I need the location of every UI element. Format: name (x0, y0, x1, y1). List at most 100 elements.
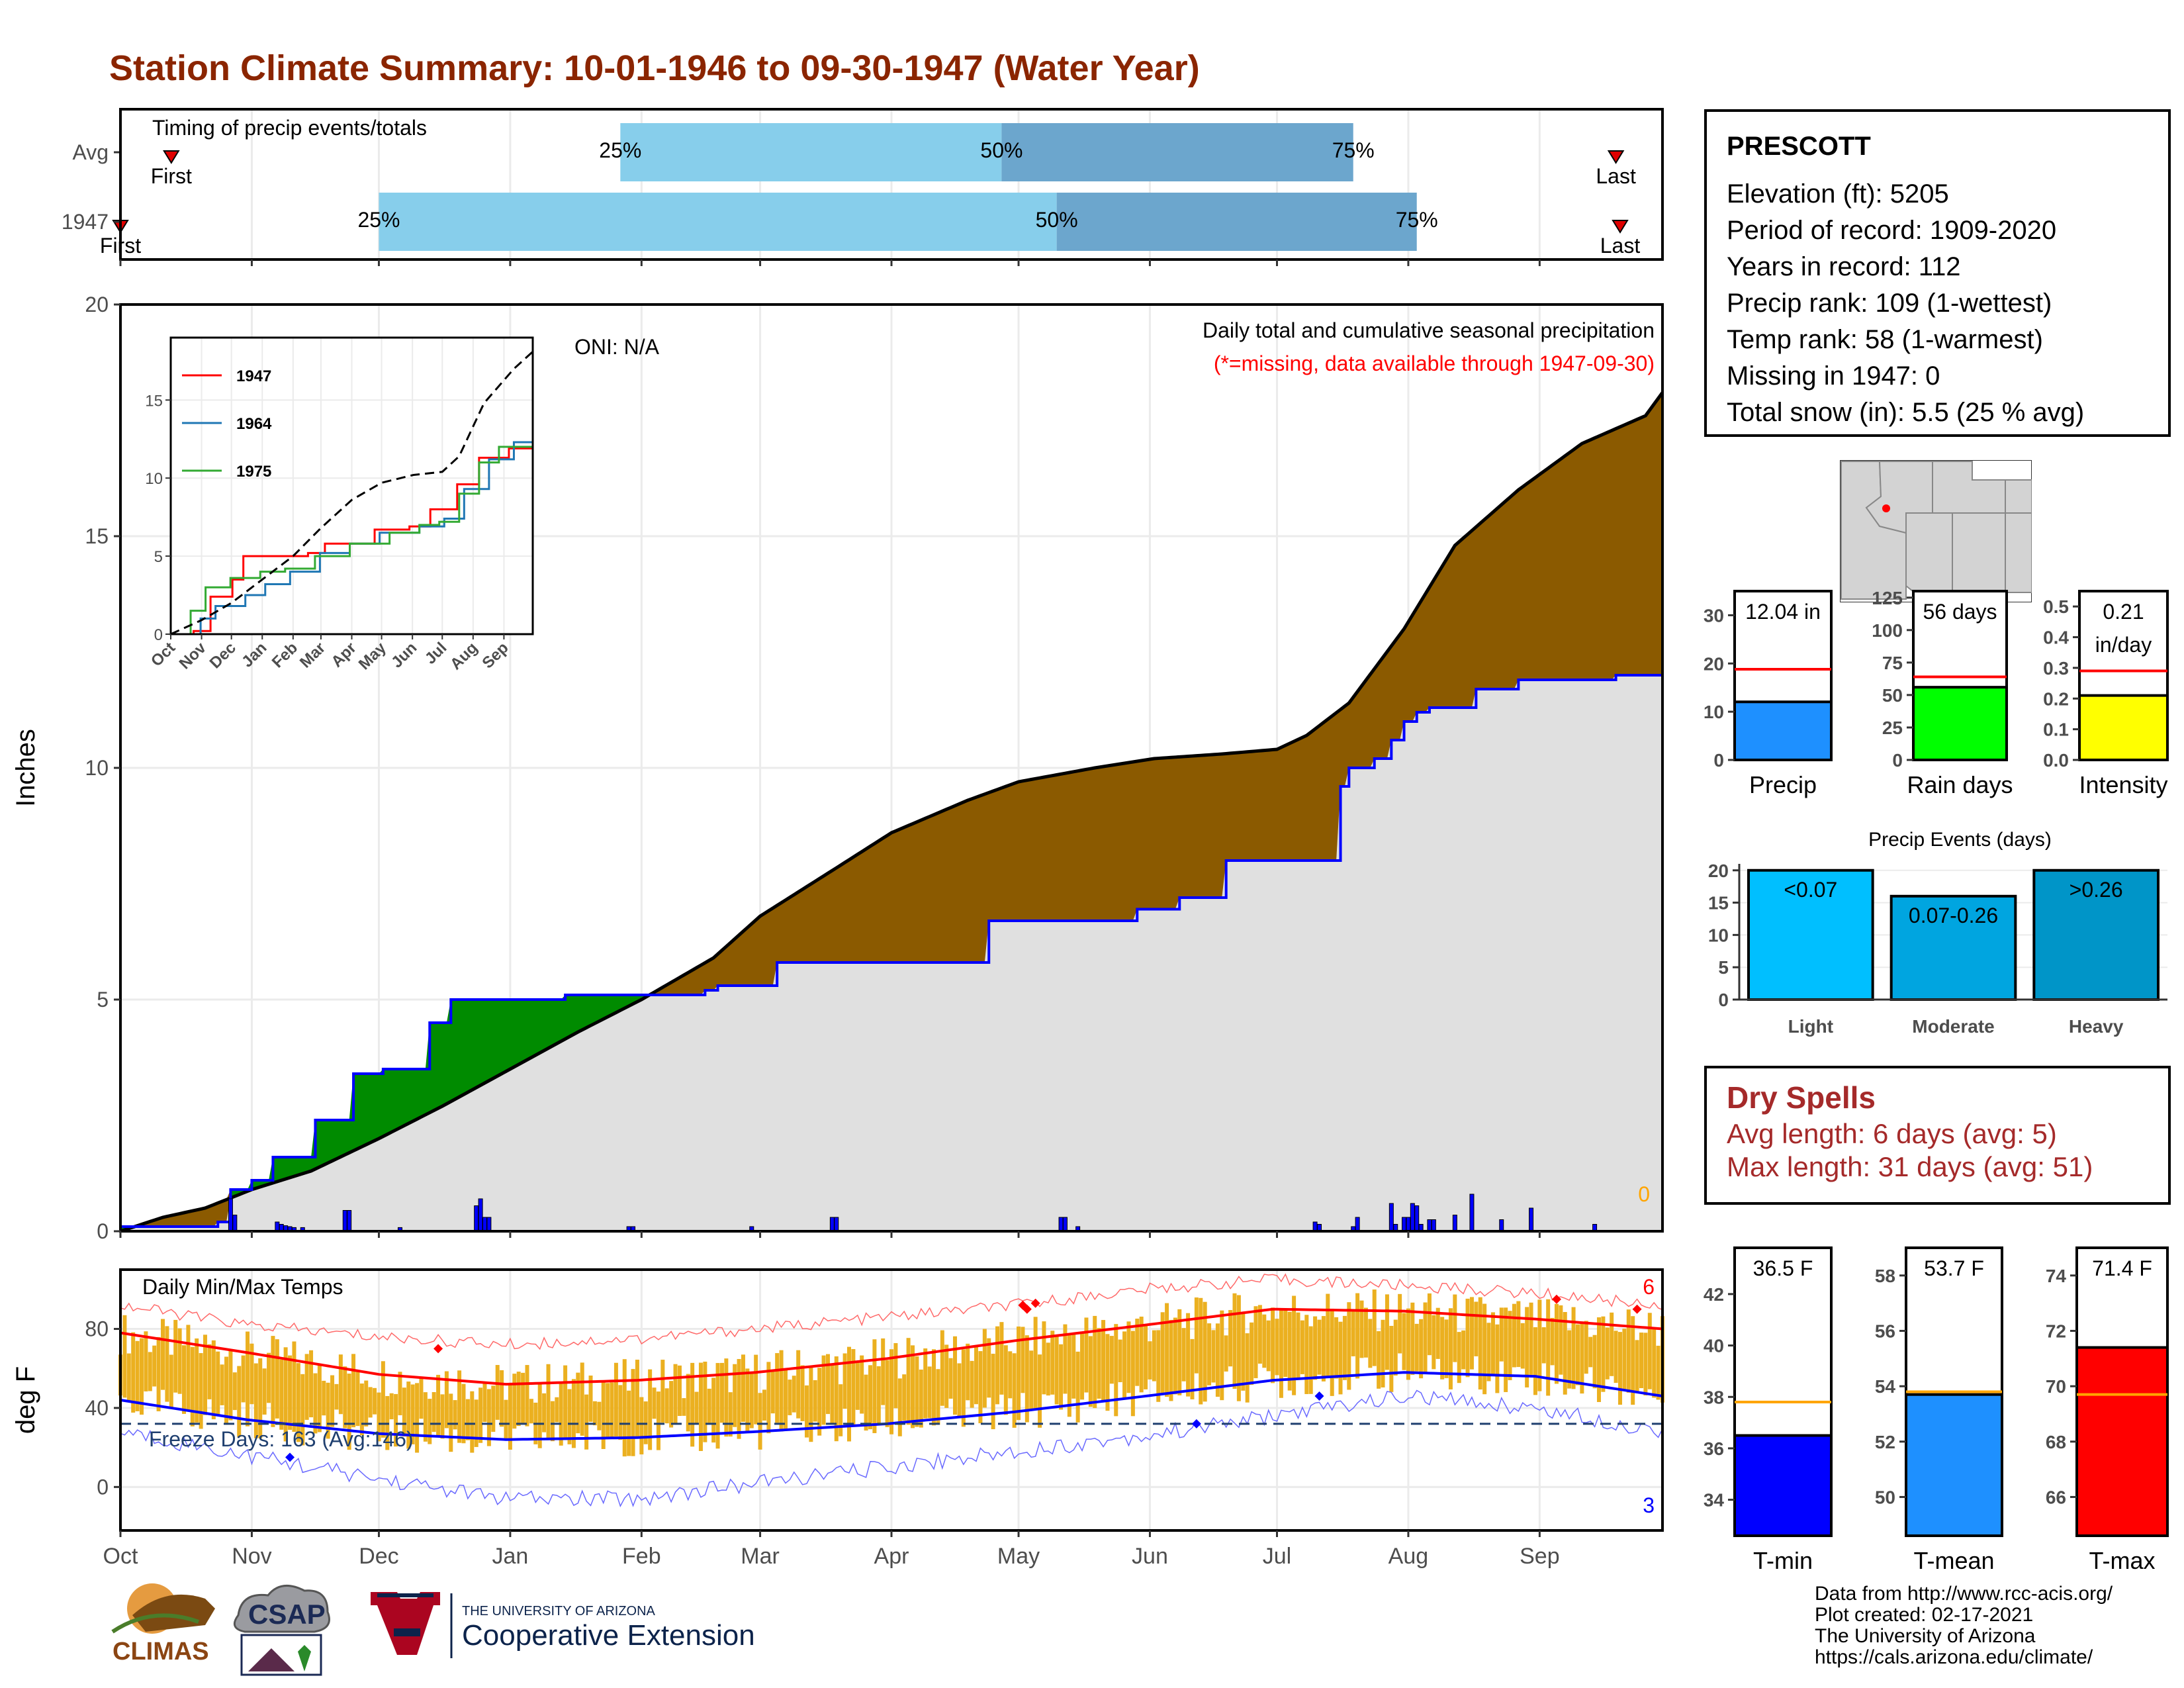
daily-temp-bar (224, 1356, 229, 1425)
record-low-marker (285, 1452, 295, 1462)
climas-swoosh-shape (111, 1613, 200, 1634)
stat-bar (2075, 1346, 2169, 1537)
daily-temp-bar (1169, 1319, 1173, 1401)
month-label: Jun (1132, 1544, 1168, 1569)
daily-temp-bar (792, 1376, 796, 1413)
record-high-marker (1022, 1304, 1032, 1314)
daily-temp-bar (161, 1319, 165, 1390)
daily-precip-bar (1431, 1219, 1436, 1232)
daily-temp-bar (347, 1374, 351, 1450)
credit-line: https://cals.arizona.edu/climate/ (1815, 1646, 2093, 1668)
daily-temp-bar (1300, 1320, 1304, 1374)
daily-temp-bar (1080, 1333, 1085, 1400)
daily-temp-bar (398, 1372, 402, 1415)
daily-temp-bar (190, 1346, 195, 1427)
daily-temp-bar (1656, 1345, 1661, 1400)
daily-temp-bar (1186, 1313, 1191, 1397)
daily-temp-bar (253, 1363, 258, 1438)
daily-temp-bar (1024, 1335, 1029, 1423)
csap-cactus-shape (298, 1645, 311, 1671)
daily-temp-bar (588, 1375, 593, 1422)
events-category-label: Heavy (2069, 1016, 2124, 1037)
record-high-marker (1030, 1298, 1040, 1308)
daily-temp-bar (1063, 1324, 1068, 1394)
precip-y-label: 0 (97, 1219, 109, 1243)
stat-bar (1905, 1393, 2003, 1537)
daily-temp-bar (368, 1387, 373, 1418)
record-max-line (120, 1273, 1663, 1350)
daily-temp-bar (1042, 1321, 1046, 1395)
ua-big-text: Cooperative Extension (462, 1619, 755, 1652)
daily-precip-bar (474, 1205, 479, 1232)
daily-temp-bar (1338, 1321, 1343, 1395)
daily-temp-bar (1211, 1330, 1216, 1383)
stat-bar (2078, 694, 2169, 761)
daily-temp-bar (241, 1355, 246, 1403)
daily-temp-bar (1580, 1321, 1584, 1394)
daily-temp-bar (1406, 1308, 1410, 1380)
temp-y-axis-title: deg F (11, 1366, 40, 1434)
ua-small-text: THE UNIVERSITY OF ARIZONA (462, 1604, 656, 1618)
daily-precip-bar (232, 1215, 238, 1232)
daily-temp-bar (250, 1343, 254, 1405)
daily-temp-bar (423, 1392, 428, 1442)
daily-precip-bar (1058, 1217, 1064, 1232)
daily-temp-bar (597, 1401, 602, 1430)
daily-temp-bar (1118, 1339, 1122, 1383)
daily-temp-bar (733, 1364, 737, 1427)
timing-row-label: 1947 (62, 210, 109, 234)
stat-y-label: 0 (1892, 750, 1903, 771)
daily-temp-bar (1605, 1327, 1610, 1380)
daily-temp-bar (893, 1342, 898, 1409)
daily-temp-bar (1245, 1333, 1250, 1403)
precip-y-label: 20 (85, 293, 109, 316)
temp-y-label: 0 (97, 1475, 109, 1499)
daily-temp-bar (1499, 1307, 1504, 1362)
daily-temp-bar (1368, 1319, 1373, 1368)
daily-temp-bar (1610, 1312, 1614, 1376)
daily-temp-bar (1317, 1319, 1322, 1375)
daily-temp-bar (1461, 1330, 1466, 1370)
daily-precip-bar (482, 1217, 487, 1232)
daily-temp-bar (1575, 1324, 1580, 1385)
station-row: Years in record: 112 (1727, 252, 1961, 281)
daily-temp-bar (1402, 1313, 1406, 1370)
daily-temp-bar (504, 1399, 508, 1440)
daily-precip-bar (1469, 1194, 1475, 1232)
daily-temp-bar (419, 1377, 424, 1419)
daily-temp-bar (728, 1392, 733, 1437)
daily-temp-bar (610, 1382, 614, 1440)
daily-temp-bar (355, 1372, 360, 1427)
daily-precip-bar (1414, 1205, 1420, 1232)
stat-y-label: 0.3 (2043, 658, 2069, 679)
dry-spells-heading: Dry Spells (1727, 1080, 1876, 1115)
daily-precip-bar (1062, 1217, 1068, 1232)
daily-temp-bar (436, 1374, 441, 1436)
stat-y-label: 0.2 (2043, 688, 2069, 709)
daily-temp-bar (944, 1344, 949, 1408)
daily-temp-bar (1427, 1293, 1432, 1356)
daily-temp-bar (126, 1353, 131, 1402)
daily-temp-bar (915, 1356, 919, 1427)
daily-temp-bar (1435, 1307, 1440, 1359)
credits: Data from http://www.rcc-acis.org/ Plot … (1815, 1583, 2113, 1668)
stat-y-label: 100 (1872, 620, 1903, 641)
daily-temp-bar (220, 1364, 224, 1405)
daily-temp-bar (1054, 1336, 1059, 1405)
daily-precip-bar (1406, 1217, 1411, 1232)
stat-y-label: 56 (1875, 1321, 1895, 1341)
daily-temp-bar (618, 1385, 623, 1440)
daily-temp-bar (796, 1350, 801, 1419)
precip-y-label: 15 (85, 524, 109, 548)
record-high-count: 6 (1643, 1275, 1655, 1299)
daily-temp-bar (851, 1349, 856, 1427)
daily-temp-bar (864, 1374, 868, 1431)
daily-temp-bar (830, 1364, 835, 1424)
daily-temp-bar (559, 1382, 563, 1446)
daily-temp-bar (911, 1345, 915, 1429)
daily-temp-bar (927, 1366, 932, 1419)
daily-temp-bar (1622, 1329, 1627, 1391)
stat-value-label: 56 days (1923, 600, 1997, 624)
daily-temp-bar (267, 1352, 271, 1403)
events-bar (1747, 868, 1874, 1002)
